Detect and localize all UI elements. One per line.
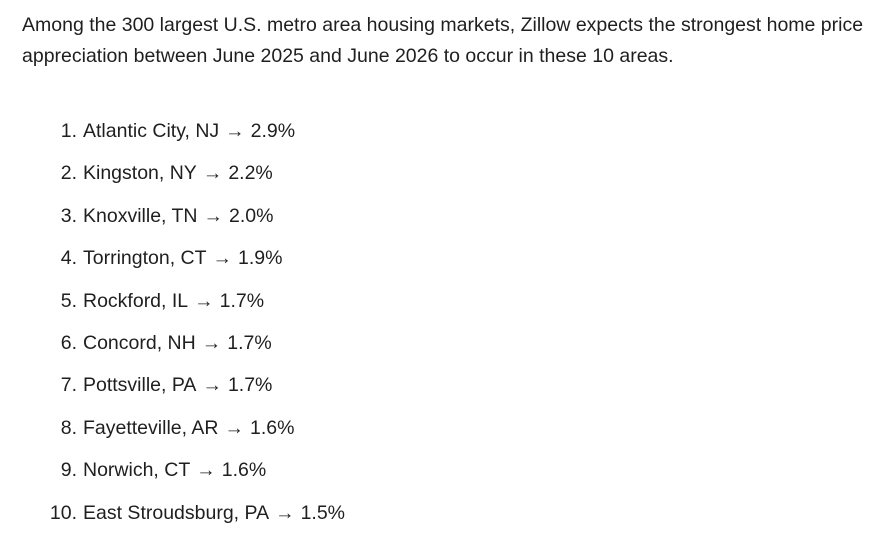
list-item: 4. Torrington, CT → 1.9%: [22, 237, 861, 279]
rank-number: 4.: [60, 247, 77, 270]
list-item: 6. Concord, NH → 1.7%: [22, 322, 861, 364]
rank-number: 10.: [49, 501, 77, 524]
appreciation-value: 1.6%: [249, 416, 295, 439]
list-item: 8. Fayetteville, AR → 1.6%: [22, 407, 861, 449]
list-item: 9. Norwich, CT → 1.6%: [22, 449, 861, 491]
rank-number: 8.: [60, 416, 77, 439]
right-arrow-icon: →: [212, 247, 233, 270]
metro-name: Pottsville, PA: [83, 374, 197, 397]
right-arrow-icon: →: [224, 416, 244, 439]
metro-name: Concord, NH: [83, 331, 196, 354]
right-arrow-icon: →: [194, 289, 214, 312]
metro-name: East Stroudsburg, PA: [83, 501, 270, 524]
right-arrow-icon: →: [275, 501, 295, 524]
rank-number: 7.: [60, 374, 77, 397]
list-item: 2. Kingston, NY → 2.2%: [22, 152, 861, 194]
metro-name: Torrington, CT: [83, 247, 207, 270]
appreciation-value: 1.7%: [227, 374, 273, 397]
rank-number: 2.: [60, 162, 77, 185]
metro-name: Fayetteville, AR: [83, 416, 219, 439]
rank-number: 9.: [60, 459, 77, 482]
metro-name: Norwich, CT: [83, 459, 191, 482]
right-arrow-icon: →: [225, 120, 245, 142]
list-item: 10. East Stroudsburg, PA → 1.5%: [22, 492, 861, 534]
appreciation-value: 2.2%: [228, 162, 273, 185]
rank-number: 3.: [60, 204, 77, 227]
list-item: 5. Rockford, IL → 1.7%: [22, 280, 861, 322]
list-item: 1. Atlantic City, NJ → 2.9%: [22, 110, 861, 152]
intro-paragraph: Among the 300 largest U.S. metro area ho…: [22, 14, 864, 67]
ranked-metro-list: 1. Atlantic City, NJ → 2.9% 2. Kingston,…: [22, 110, 861, 534]
metro-name: Rockford, IL: [83, 289, 189, 312]
appreciation-value: 1.7%: [227, 331, 272, 354]
right-arrow-icon: →: [203, 204, 224, 227]
appreciation-value: 1.7%: [219, 289, 265, 312]
appreciation-value: 2.0%: [229, 204, 274, 227]
list-item: 3. Knoxville, TN → 2.0%: [22, 195, 861, 237]
metro-name: Kingston, NY: [83, 162, 197, 185]
rank-number: 1.: [60, 120, 77, 142]
appreciation-value: 1.6%: [221, 459, 267, 482]
rank-number: 6.: [60, 331, 77, 354]
appreciation-value: 2.9%: [250, 120, 296, 142]
right-arrow-icon: →: [202, 374, 222, 397]
rank-number: 5.: [60, 289, 77, 312]
right-arrow-icon: →: [201, 331, 222, 354]
list-item: 7. Pottsville, PA → 1.7%: [22, 364, 861, 406]
right-arrow-icon: →: [202, 162, 223, 185]
appreciation-value: 1.5%: [300, 501, 346, 524]
metro-name: Knoxville, TN: [83, 204, 198, 227]
right-arrow-icon: →: [196, 459, 216, 482]
appreciation-value: 1.9%: [238, 247, 283, 270]
metro-name: Atlantic City, NJ: [83, 120, 220, 142]
